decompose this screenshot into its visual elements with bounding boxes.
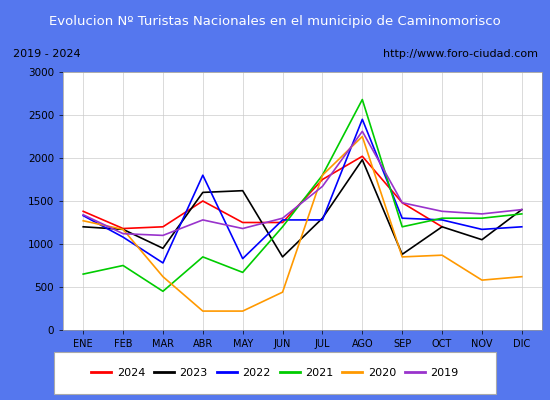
Legend: 2024, 2023, 2022, 2021, 2020, 2019: 2024, 2023, 2022, 2021, 2020, 2019 bbox=[87, 364, 463, 382]
Text: http://www.foro-ciudad.com: http://www.foro-ciudad.com bbox=[383, 49, 538, 59]
Text: Evolucion Nº Turistas Nacionales en el municipio de Caminomorisco: Evolucion Nº Turistas Nacionales en el m… bbox=[49, 14, 501, 28]
Text: 2019 - 2024: 2019 - 2024 bbox=[13, 49, 80, 59]
FancyBboxPatch shape bbox=[54, 352, 496, 394]
